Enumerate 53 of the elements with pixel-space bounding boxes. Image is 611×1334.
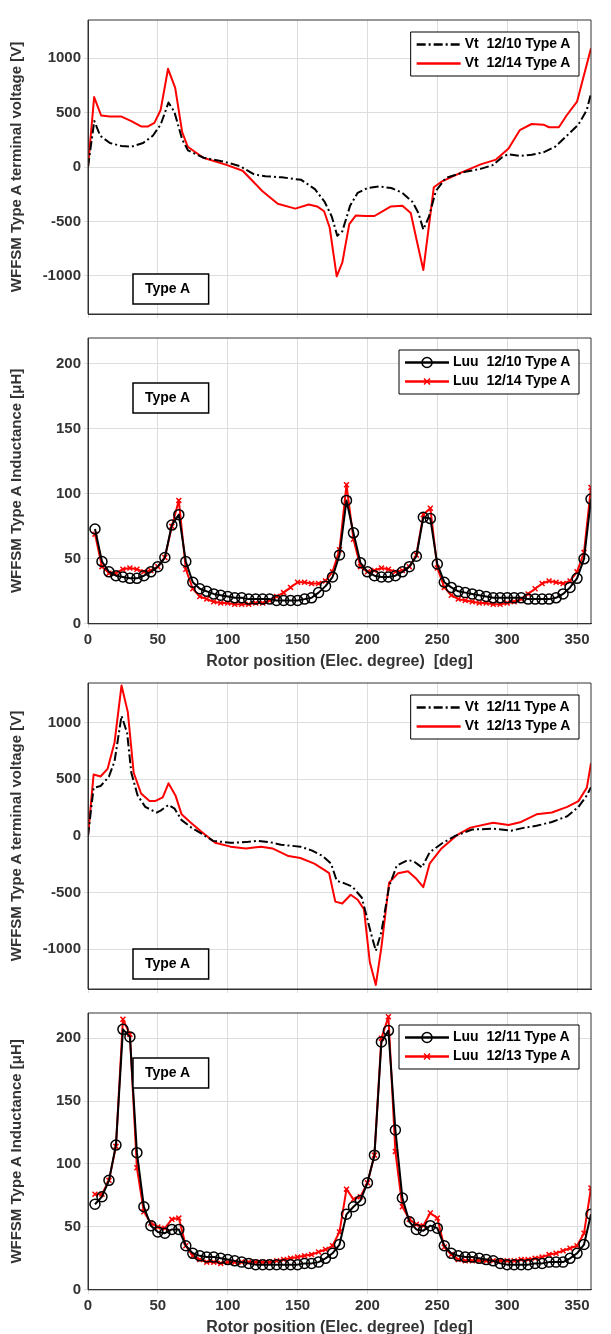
y-tick-label: 150 [55,419,81,437]
x-tick-label: 150 [285,1295,311,1313]
y-tick-label: -500 [50,882,81,900]
y-tick-label: 1000 [47,48,81,66]
x-tick-label: 150 [285,629,311,647]
y-tick-label: 500 [55,102,81,120]
legend-label: Vt 12/13 Type A [464,717,571,734]
x-tick-label: 250 [424,629,450,647]
annotation: Type A [145,388,191,405]
y-axis-title: WFFSM Type A terminal voltage [V] [7,710,25,962]
annotation: Type A [145,279,191,296]
annotation: Type A [145,1063,191,1080]
x-tick-label: 100 [215,1295,241,1313]
x-tick-label: 350 [564,1295,590,1313]
x-tick-label: 50 [149,629,167,647]
x-tick-label: 350 [564,629,590,647]
x-tick-label: 50 [149,1295,167,1313]
x-tick-label: 300 [494,1295,520,1313]
y-tick-label: 200 [55,354,81,372]
y-tick-label: 0 [72,613,81,631]
y-tick-label: -1000 [42,939,81,957]
y-tick-label: 0 [72,826,81,844]
y-tick-label: -500 [50,211,81,229]
y-tick-label: 100 [55,1154,81,1172]
x-tick-label: 0 [83,629,93,647]
x-tick-label: 300 [494,629,520,647]
x-tick-label: 200 [354,629,380,647]
y-axis-title: WFFSM Type A Inductance [μH] [7,368,25,594]
y-tick-label: 50 [64,1217,81,1235]
y-tick-label: 100 [55,484,81,502]
annotation: Type A [145,954,191,971]
legend-label: Vt 12/10 Type A [464,35,571,52]
y-tick-label: 200 [55,1028,81,1046]
x-tick-label: 100 [215,629,241,647]
y-axis-title: WFFSM Type A terminal voltage [V] [7,41,25,293]
y-axis-title: WFFSM Type A Inductance [μH] [7,1039,25,1264]
legend-label: Luu 12/11 Type A [453,1028,570,1045]
legend-label: Vt 12/14 Type A [464,54,571,71]
y-tick-label: 0 [72,1279,81,1297]
y-tick-label: 0 [72,157,81,175]
x-axis-title: Rotor position (Elec. degree) [deg] [206,651,473,669]
legend-label: Luu 12/10 Type A [453,353,571,370]
y-tick-label: 150 [55,1091,81,1109]
x-tick-label: 200 [354,1295,380,1313]
legend-label: Luu 12/14 Type A [453,372,571,389]
y-tick-label: 500 [55,769,81,787]
legend-label: Luu 12/13 Type A [453,1047,571,1064]
legend-label: Vt 12/11 Type A [464,698,570,715]
y-tick-label: -1000 [42,266,81,284]
x-tick-label: 0 [83,1295,93,1313]
x-tick-label: 250 [424,1295,450,1313]
y-tick-label: 1000 [47,712,81,730]
y-tick-label: 50 [64,548,81,566]
